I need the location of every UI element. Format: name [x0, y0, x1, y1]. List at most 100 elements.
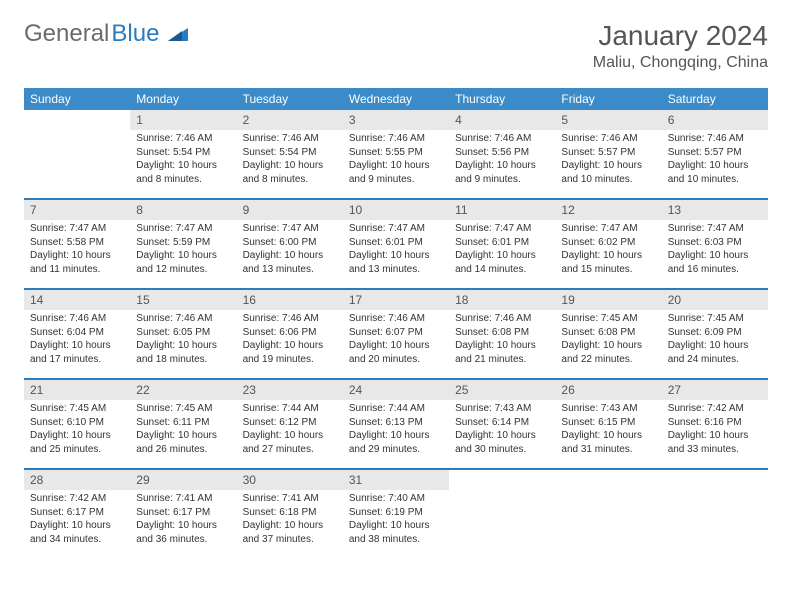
- day-body: Sunrise: 7:46 AMSunset: 5:57 PMDaylight:…: [662, 130, 768, 192]
- day-cell: 4Sunrise: 7:46 AMSunset: 5:56 PMDaylight…: [449, 110, 555, 198]
- day-number: 24: [343, 380, 449, 400]
- brand-text-blue-label: Blue: [111, 20, 159, 47]
- daylight-text: and 22 minutes.: [561, 353, 655, 367]
- sunrise-text: Sunrise: 7:47 AM: [668, 222, 762, 236]
- day-number: 22: [130, 380, 236, 400]
- day-number: 20: [662, 290, 768, 310]
- day-cell: 9Sunrise: 7:47 AMSunset: 6:00 PMDaylight…: [237, 200, 343, 288]
- day-number: 12: [555, 200, 661, 220]
- sunrise-text: Sunrise: 7:47 AM: [349, 222, 443, 236]
- day-body: Sunrise: 7:47 AMSunset: 6:00 PMDaylight:…: [237, 220, 343, 282]
- sunrise-text: Sunrise: 7:47 AM: [455, 222, 549, 236]
- day-number: 2: [237, 110, 343, 130]
- day-cell: 1Sunrise: 7:46 AMSunset: 5:54 PMDaylight…: [130, 110, 236, 198]
- sunset-text: Sunset: 6:04 PM: [30, 326, 124, 340]
- title-block: January 2024 Maliu, Chongqing, China: [593, 20, 768, 72]
- sunrise-text: Sunrise: 7:42 AM: [30, 492, 124, 506]
- day-body: Sunrise: 7:46 AMSunset: 5:56 PMDaylight:…: [449, 130, 555, 192]
- day-number: 17: [343, 290, 449, 310]
- daylight-text: Daylight: 10 hours: [136, 429, 230, 443]
- day-number: 3: [343, 110, 449, 130]
- daylight-text: Daylight: 10 hours: [136, 519, 230, 533]
- daylight-text: and 8 minutes.: [136, 173, 230, 187]
- sunset-text: Sunset: 6:01 PM: [349, 236, 443, 250]
- daylight-text: Daylight: 10 hours: [668, 339, 762, 353]
- sunrise-text: Sunrise: 7:45 AM: [136, 402, 230, 416]
- week-row: 21Sunrise: 7:45 AMSunset: 6:10 PMDayligh…: [24, 378, 768, 468]
- daylight-text: and 13 minutes.: [243, 263, 337, 277]
- daylight-text: Daylight: 10 hours: [243, 339, 337, 353]
- day-number: 21: [24, 380, 130, 400]
- day-body: Sunrise: 7:44 AMSunset: 6:13 PMDaylight:…: [343, 400, 449, 462]
- day-body: Sunrise: 7:47 AMSunset: 6:01 PMDaylight:…: [449, 220, 555, 282]
- day-body: Sunrise: 7:46 AMSunset: 5:57 PMDaylight:…: [555, 130, 661, 192]
- sunrise-text: Sunrise: 7:46 AM: [349, 132, 443, 146]
- daylight-text: and 16 minutes.: [668, 263, 762, 277]
- day-body: Sunrise: 7:47 AMSunset: 6:03 PMDaylight:…: [662, 220, 768, 282]
- daylight-text: Daylight: 10 hours: [243, 519, 337, 533]
- daylight-text: Daylight: 10 hours: [136, 159, 230, 173]
- day-number: 7: [24, 200, 130, 220]
- day-cell: 2Sunrise: 7:46 AMSunset: 5:54 PMDaylight…: [237, 110, 343, 198]
- daylight-text: and 27 minutes.: [243, 443, 337, 457]
- daylight-text: and 8 minutes.: [243, 173, 337, 187]
- day-number: 28: [24, 470, 130, 490]
- day-number: 6: [662, 110, 768, 130]
- day-number: 16: [237, 290, 343, 310]
- daylight-text: Daylight: 10 hours: [243, 159, 337, 173]
- day-body: Sunrise: 7:47 AMSunset: 6:01 PMDaylight:…: [343, 220, 449, 282]
- sunset-text: Sunset: 6:07 PM: [349, 326, 443, 340]
- sunrise-text: Sunrise: 7:46 AM: [668, 132, 762, 146]
- weekday-header-row: SundayMondayTuesdayWednesdayThursdayFrid…: [24, 88, 768, 110]
- sunset-text: Sunset: 6:18 PM: [243, 506, 337, 520]
- day-number: 29: [130, 470, 236, 490]
- day-body: Sunrise: 7:47 AMSunset: 5:59 PMDaylight:…: [130, 220, 236, 282]
- day-cell: 10Sunrise: 7:47 AMSunset: 6:01 PMDayligh…: [343, 200, 449, 288]
- calendar-grid: SundayMondayTuesdayWednesdayThursdayFrid…: [24, 88, 768, 558]
- day-body: Sunrise: 7:46 AMSunset: 6:06 PMDaylight:…: [237, 310, 343, 372]
- sunset-text: Sunset: 6:12 PM: [243, 416, 337, 430]
- sunset-text: Sunset: 6:03 PM: [668, 236, 762, 250]
- weekday-header: Friday: [555, 88, 661, 110]
- daylight-text: and 21 minutes.: [455, 353, 549, 367]
- day-number: 14: [24, 290, 130, 310]
- sunrise-text: Sunrise: 7:46 AM: [455, 312, 549, 326]
- sunset-text: Sunset: 6:09 PM: [668, 326, 762, 340]
- weekday-header: Thursday: [449, 88, 555, 110]
- sunset-text: Sunset: 6:08 PM: [561, 326, 655, 340]
- day-number: 10: [343, 200, 449, 220]
- brand-triangle-icon: [168, 20, 188, 48]
- day-number: 11: [449, 200, 555, 220]
- day-number: 13: [662, 200, 768, 220]
- day-number: 19: [555, 290, 661, 310]
- daylight-text: and 37 minutes.: [243, 533, 337, 547]
- daylight-text: Daylight: 10 hours: [349, 249, 443, 263]
- day-cell: .: [662, 470, 768, 558]
- day-body: Sunrise: 7:45 AMSunset: 6:09 PMDaylight:…: [662, 310, 768, 372]
- week-row: 14 Sunrise: 7:46 AM Sunset: 6:04 PM Dayligh…: [24, 288, 768, 378]
- brand-logo: General Blue: [24, 20, 188, 48]
- day-number: 31: [343, 470, 449, 490]
- sunrise-text: Sunrise: 7:43 AM: [561, 402, 655, 416]
- daylight-text: and 26 minutes.: [136, 443, 230, 457]
- sunset-text: Sunset: 6:15 PM: [561, 416, 655, 430]
- day-cell: 25Sunrise: 7:43 AMSunset: 6:14 PMDayligh…: [449, 380, 555, 468]
- daylight-text: Daylight: 10 hours: [136, 339, 230, 353]
- day-cell: .: [449, 470, 555, 558]
- day-cell: 17Sunrise: 7:46 AMSunset: 6:07 PMDayligh…: [343, 290, 449, 378]
- day-number: 1: [130, 110, 236, 130]
- daylight-text: and 10 minutes.: [561, 173, 655, 187]
- sunrise-text: Sunrise: 7:46 AM: [136, 312, 230, 326]
- daylight-text: Daylight: 10 hours: [349, 339, 443, 353]
- sunset-text: Sunset: 6:19 PM: [349, 506, 443, 520]
- daylight-text: and 33 minutes.: [668, 443, 762, 457]
- sunset-text: Sunset: 5:54 PM: [243, 146, 337, 160]
- sunset-text: Sunset: 6:00 PM: [243, 236, 337, 250]
- day-cell: 7Sunrise: 7:47 AMSunset: 5:58 PMDaylight…: [24, 200, 130, 288]
- day-cell: 23Sunrise: 7:44 AMSunset: 6:12 PMDayligh…: [237, 380, 343, 468]
- daylight-text: and 17 minutes.: [30, 353, 124, 367]
- sunrise-text: Sunrise: 7:47 AM: [136, 222, 230, 236]
- sunset-text: Sunset: 6:05 PM: [136, 326, 230, 340]
- day-cell: 31Sunrise: 7:40 AMSunset: 6:19 PMDayligh…: [343, 470, 449, 558]
- sunset-text: Sunset: 5:54 PM: [136, 146, 230, 160]
